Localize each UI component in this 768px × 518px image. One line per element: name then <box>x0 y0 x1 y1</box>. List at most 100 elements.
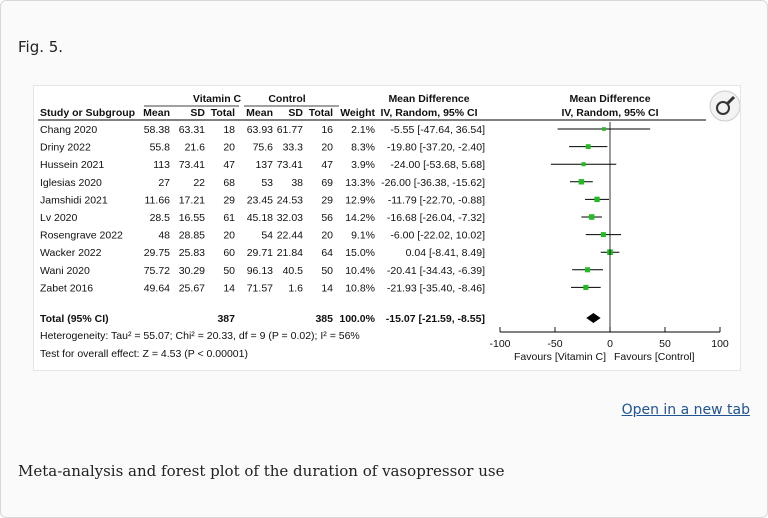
control-total: 64 <box>321 247 333 259</box>
treatment-sd: 25.67 <box>179 282 205 294</box>
study-md-ci: -21.93 [-35.40, -8.46] <box>387 282 485 294</box>
study-marker <box>602 127 606 131</box>
control-sd: 33.3 <box>283 142 304 154</box>
study-weight: 15.0% <box>345 247 375 259</box>
treatment-mean: 75.72 <box>144 265 170 277</box>
zoom-icon[interactable] <box>709 90 740 122</box>
control-total: 56 <box>321 212 333 224</box>
study-name: Iglesias 2020 <box>40 177 102 189</box>
control-total: 47 <box>321 159 333 171</box>
column-header-weight: Weight <box>340 107 375 119</box>
study-md-ci: -20.41 [-34.43, -6.39] <box>387 265 485 277</box>
total-control: 385 <box>315 313 333 325</box>
study-marker <box>583 284 589 290</box>
summary-diamond <box>586 313 601 323</box>
column-header-study: Study or Subgroup <box>40 107 135 119</box>
control-total: 20 <box>321 230 333 242</box>
control-sd: 61.77 <box>277 124 303 136</box>
treatment-sd: 17.21 <box>179 194 205 206</box>
control-mean: 53 <box>261 177 273 189</box>
x-axis-tick-label: 50 <box>659 338 671 350</box>
treatment-mean: 28.5 <box>150 212 171 224</box>
study-md-ci: -16.68 [-26.04, -7.32] <box>387 212 485 224</box>
study-md-ci: -6.00 [-22.02, 10.02] <box>390 230 485 242</box>
control-mean: 45.18 <box>247 212 273 224</box>
plot-header-title: Mean Difference <box>569 93 650 105</box>
treatment-sd: 16.55 <box>179 212 205 224</box>
total-md-ci: -15.07 [-21.59, -8.55] <box>386 313 485 325</box>
study-weight: 10.8% <box>345 282 375 294</box>
treatment-mean: 48 <box>158 230 170 242</box>
treatment-total: 68 <box>223 177 235 189</box>
study-weight: 13.3% <box>345 177 375 189</box>
column-header-treatment-total: Total <box>211 107 235 119</box>
study-name: Zabet 2016 <box>40 282 93 294</box>
study-marker <box>578 179 585 185</box>
treatment-mean: 29.75 <box>144 247 170 259</box>
study-weight: 9.1% <box>351 230 375 242</box>
study-marker <box>600 232 606 238</box>
study-weight: 8.3% <box>351 142 375 154</box>
study-name: Wani 2020 <box>40 265 90 277</box>
control-total: 20 <box>321 142 333 154</box>
treatment-total: 47 <box>223 159 235 171</box>
column-header-treatment-sd: SD <box>190 107 205 119</box>
study-name: Driny 2022 <box>40 142 91 154</box>
treatment-total: 18 <box>223 124 235 136</box>
treatment-mean: 49.64 <box>144 282 170 294</box>
control-mean: 63.93 <box>247 124 273 136</box>
study-weight: 10.4% <box>345 265 375 277</box>
treatment-total: 60 <box>223 247 235 259</box>
treatment-sd: 21.6 <box>185 142 206 154</box>
study-weight: 14.2% <box>345 212 375 224</box>
treatment-mean: 55.8 <box>150 142 171 154</box>
study-marker <box>585 267 591 273</box>
favours-right-label: Favours [Control] <box>614 351 695 363</box>
study-marker <box>594 196 600 203</box>
group-header-treatment: Vitamin C <box>193 93 242 105</box>
control-mean: 54 <box>261 230 273 242</box>
forest-plot-svg: Vitamin C Control Mean Difference Mean Diff… <box>38 90 740 363</box>
total-treatment: 387 <box>217 313 235 325</box>
control-mean: 23.45 <box>247 194 273 206</box>
treatment-sd: 63.31 <box>179 124 205 136</box>
study-name: Jamshidi 2021 <box>40 194 108 206</box>
total-label: Total (95% CI) <box>40 313 109 325</box>
treatment-total: 14 <box>223 282 235 294</box>
forest-plot-figure: Vitamin C Control Mean Difference Mean Diff… <box>33 85 741 371</box>
open-in-new-tab-link[interactable]: Open in a new tab <box>621 402 750 418</box>
control-mean: 96.13 <box>247 265 273 277</box>
treatment-total: 20 <box>223 142 235 154</box>
study-name: Wacker 2022 <box>40 247 102 259</box>
treatment-sd: 28.85 <box>179 230 205 242</box>
column-header-plot-sub: IV, Random, 95% CI <box>561 107 658 119</box>
control-sd: 22.44 <box>277 230 303 242</box>
control-sd: 38 <box>291 177 303 189</box>
column-header-md-sub: IV, Random, 95% CI <box>380 107 477 119</box>
study-md-ci: -5.55 [-47.64, 36.54] <box>390 124 485 136</box>
treatment-mean: 113 <box>153 159 170 171</box>
control-sd: 24.53 <box>277 194 303 206</box>
treatment-total: 20 <box>223 230 235 242</box>
total-weight: 100.0% <box>339 313 375 325</box>
md-header-title: Mean Difference <box>388 93 469 105</box>
study-md-ci: -11.79 [-22.70, -0.88] <box>388 194 485 206</box>
treatment-sd: 25.83 <box>179 247 205 259</box>
treatment-total: 29 <box>223 194 235 206</box>
study-md-ci: -24.00 [-53.68, 5.68] <box>390 159 485 171</box>
control-total: 29 <box>321 194 333 206</box>
x-axis-tick-label: 0 <box>607 338 613 350</box>
treatment-mean: 11.66 <box>145 194 171 206</box>
overall-effect-text: Test for overall effect: Z = 4.53 (P < 0… <box>40 348 248 360</box>
column-header-treatment-mean: Mean <box>143 107 170 119</box>
study-name: Chang 2020 <box>40 124 97 136</box>
column-header-control-mean: Mean <box>246 107 273 119</box>
treatment-sd: 22 <box>193 177 205 189</box>
column-header-control-total: Total <box>309 107 333 119</box>
control-sd: 32.03 <box>277 212 303 224</box>
study-md-ci: -26.00 [-36.38, -15.62] <box>381 177 485 189</box>
control-total: 50 <box>321 265 333 277</box>
control-sd: 73.41 <box>277 159 303 171</box>
study-md-ci: -19.80 [-37.20, -2.40] <box>387 142 485 154</box>
group-header-control: Control <box>268 93 305 105</box>
